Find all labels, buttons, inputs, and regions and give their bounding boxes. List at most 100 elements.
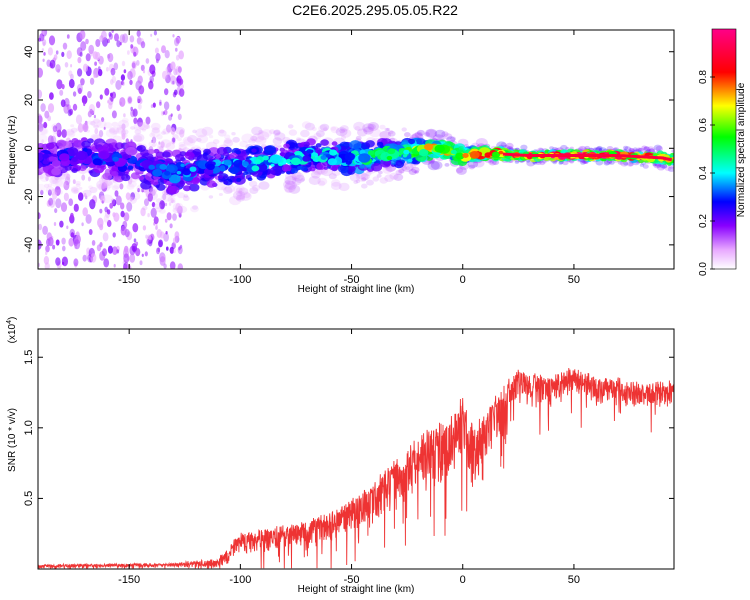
- spectrogram-speckle: [156, 38, 159, 42]
- spectrogram-cell: [217, 129, 227, 137]
- spectrogram-speckle: [103, 126, 106, 130]
- spectrogram-cell: [475, 138, 488, 148]
- spectrogram-speckle: [112, 212, 116, 218]
- spectrogram-cell: [150, 188, 157, 194]
- spectrogram-cell: [152, 169, 163, 177]
- spectrogram-cell: [177, 205, 188, 214]
- spectrogram-cell: [251, 139, 257, 143]
- spectrogram-cell: [76, 127, 81, 132]
- spectrogram-cell: [121, 129, 129, 135]
- spectrogram-cell: [51, 123, 61, 131]
- spectrogram-speckle: [165, 66, 170, 73]
- spectrogram-cell: [52, 179, 59, 185]
- spectrogram-speckle: [53, 222, 57, 226]
- spectrogram-cell: [329, 149, 338, 156]
- spectrogram-cell: [376, 174, 382, 178]
- spectrogram-cell: [196, 134, 209, 144]
- spectrogram-speckle: [149, 75, 154, 83]
- spectrogram-speckle: [38, 89, 43, 99]
- spectrogram-speckle: [177, 113, 182, 121]
- spectrogram-speckle: [107, 52, 114, 63]
- spectrogram-cell: [78, 186, 83, 190]
- spectrogram-speckle: [163, 101, 170, 110]
- spectrogram-speckle: [89, 199, 96, 210]
- spectrogram-cell: [192, 129, 197, 134]
- spectrogram-cell: [218, 175, 224, 179]
- spectrogram-speckle: [47, 115, 51, 122]
- colorbar: 0.0 0.2 0.4 0.6 0.8 Normalized spectral ampl…: [698, 28, 747, 276]
- spectrogram-cell: [308, 175, 321, 185]
- spectrogram-cell: [455, 167, 464, 173]
- spectrogram-cell: [371, 162, 383, 172]
- spectrogram-speckle: [147, 213, 150, 218]
- spectrogram-cell: [300, 178, 305, 182]
- spectrogram-speckle: [104, 206, 108, 213]
- spectrogram-speckle: [100, 195, 106, 204]
- colorbar-tick-label: 0.4: [698, 166, 709, 180]
- spectrogram-speckle: [131, 243, 138, 252]
- spectrogram-cell: [310, 171, 321, 179]
- spectrogram-cell: [125, 146, 137, 156]
- spectrogram-cell: [286, 158, 292, 163]
- spectrogram-cell: [89, 120, 96, 126]
- spectrogram-cell: [456, 166, 467, 175]
- spectrogram-speckle: [66, 173, 71, 181]
- spectrogram-cell: [111, 185, 119, 191]
- spectrogram-speckle: [42, 225, 48, 235]
- spectrogram-cell: [147, 148, 155, 155]
- spectrogram-speckle: [50, 135, 57, 145]
- spectrogram-speckle: [172, 34, 175, 38]
- spectrogram-cell: [177, 137, 182, 142]
- spectrogram-cell: [40, 129, 48, 135]
- spectrogram-speckle: [164, 88, 169, 96]
- spectrogram-speckle: [145, 234, 148, 239]
- spectrogram-cell: [539, 160, 546, 166]
- spectrogram-speckle: [119, 97, 126, 107]
- spectrogram-cell: [151, 127, 160, 134]
- spectrogram-cell: [89, 186, 98, 194]
- spectrogram-cell: [223, 186, 233, 194]
- spectrogram-cell: [462, 153, 469, 158]
- spectrogram-cell: [656, 164, 666, 171]
- spectrogram-cell: [148, 190, 154, 195]
- spectrogram-cell: [235, 187, 243, 193]
- spectrogram-speckle: [104, 88, 110, 96]
- spectrogram-speckle: [63, 180, 70, 191]
- spectrogram-speckle: [162, 111, 165, 115]
- spectrogram-cell: [176, 170, 182, 175]
- spectrogram-speckle: [166, 124, 172, 133]
- spectrogram-cell: [288, 184, 301, 194]
- spectrogram-speckle: [111, 110, 117, 119]
- spectrogram-speckle: [160, 141, 165, 149]
- spectrogram-speckle: [120, 202, 125, 210]
- spectrogram-speckle: [133, 238, 137, 243]
- spectrogram-cell: [283, 180, 295, 190]
- spectrogram-cell: [237, 193, 246, 200]
- spectrogram-speckle: [55, 198, 62, 209]
- spectrogram-cell: [168, 185, 180, 195]
- spectrogram-cell: [372, 176, 380, 182]
- spectrogram-cell: [661, 164, 668, 169]
- spectrogram-cell: [231, 132, 236, 136]
- spectrogram-speckle: [93, 74, 96, 79]
- spectrogram-speckle: [142, 225, 147, 231]
- spectrogram-speckle: [38, 123, 44, 132]
- spectrogram-speckle: [180, 83, 184, 90]
- spectrogram-speckle: [61, 51, 65, 58]
- spectrogram-cell: [118, 119, 129, 129]
- bottom-x-tick-label: -100: [229, 574, 251, 586]
- spectrogram-speckle: [178, 50, 184, 60]
- spectrogram-cell: [424, 132, 430, 137]
- spectrogram-speckle: [179, 129, 185, 138]
- spectrogram-speckle: [111, 30, 114, 33]
- spectrogram-speckle: [48, 197, 54, 206]
- spectrogram-speckle: [114, 33, 119, 42]
- spectrogram-speckle: [144, 251, 148, 257]
- spectrogram-speckle: [107, 245, 113, 254]
- spectrogram-cell: [552, 160, 557, 165]
- spectrogram-speckle: [165, 231, 168, 235]
- spectrogram-speckle: [166, 212, 172, 221]
- spectrogram-cell: [216, 147, 228, 156]
- spectrogram-cell: [71, 157, 78, 162]
- spectrogram-speckle: [164, 218, 168, 223]
